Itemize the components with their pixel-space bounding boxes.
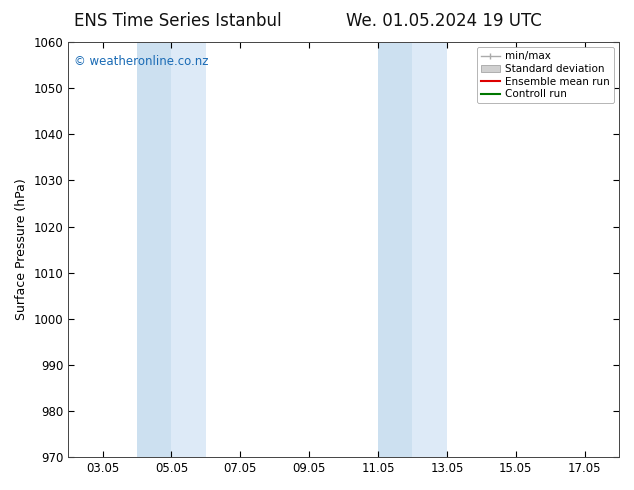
Bar xyxy=(171,42,206,457)
Text: We. 01.05.2024 19 UTC: We. 01.05.2024 19 UTC xyxy=(346,12,541,30)
Text: © weatheronline.co.nz: © weatheronline.co.nz xyxy=(74,54,208,68)
Bar xyxy=(137,42,171,457)
Y-axis label: Surface Pressure (hPa): Surface Pressure (hPa) xyxy=(15,179,28,320)
Legend: min/max, Standard deviation, Ensemble mean run, Controll run: min/max, Standard deviation, Ensemble me… xyxy=(477,47,614,103)
Bar xyxy=(378,42,413,457)
Bar xyxy=(413,42,447,457)
Text: ENS Time Series Istanbul: ENS Time Series Istanbul xyxy=(74,12,281,30)
